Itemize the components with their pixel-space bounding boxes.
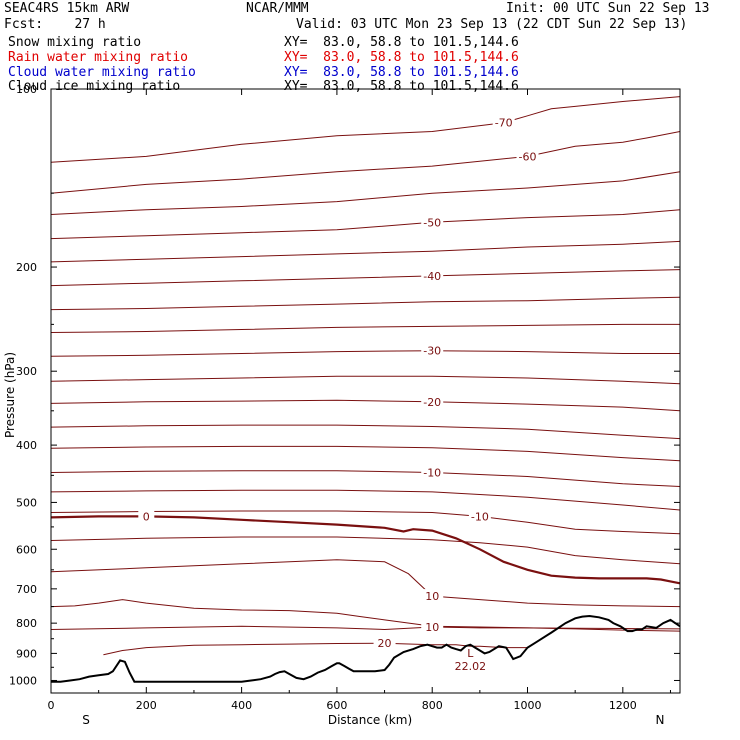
contour-line: [50, 489, 681, 511]
x-tick-label: 1000: [514, 699, 542, 712]
contour-line: [50, 424, 681, 440]
contour-label-bg: [421, 268, 444, 281]
contour-label: 10: [425, 590, 439, 603]
contour-label-bg: [421, 394, 444, 407]
contour-label: -30: [423, 345, 441, 358]
contour-label: -70: [495, 117, 513, 130]
contour-label-bg: [421, 215, 444, 228]
y-tick-label: 100: [16, 83, 37, 96]
valid-time: Valid: 03 UTC Mon 23 Sep 13 (22 CDT Sun …: [296, 17, 688, 32]
contour-label: -60: [519, 150, 537, 163]
freezing-level-line: [50, 515, 681, 585]
contour-line: [50, 470, 681, 487]
contour-line: [50, 240, 681, 263]
y-tick-label: 600: [16, 543, 37, 556]
contour-line: [50, 559, 681, 608]
contour-line: [50, 510, 681, 535]
contour-line: [50, 350, 680, 357]
contour-line: [50, 131, 681, 194]
field-xy-cloud-water: XY= 83.0, 58.8 to 101.5,144.6: [284, 65, 519, 80]
freezing-label-bg: [138, 509, 155, 522]
center-name: NCAR/MMM: [246, 1, 309, 16]
contour-label: -10: [423, 466, 441, 479]
contour-label: -10: [471, 510, 489, 523]
contour-line: [50, 209, 681, 240]
contour-label-bg: [492, 115, 515, 128]
contour-line: [103, 642, 528, 656]
x-tick-label: 0: [48, 699, 55, 712]
contour-line: [50, 399, 681, 412]
low-value: 22.02: [455, 660, 487, 673]
field-xy-snow: XY= 83.0, 58.8 to 101.5,144.6: [284, 35, 519, 50]
y-tick-label: 500: [16, 496, 37, 509]
init-time: Init: 00 UTC Sun 22 Sep 13: [506, 1, 710, 16]
contour-line: [50, 445, 681, 462]
terrain-group: [51, 614, 681, 683]
contour-label-bg: [516, 149, 539, 162]
y-tick-label: 400: [16, 439, 37, 452]
contour-label-bg: [421, 343, 444, 356]
x-end-label-south: S: [82, 713, 90, 727]
x-tick-label: 800: [422, 699, 443, 712]
contour-label-bg: [421, 589, 444, 602]
field-xy-rain: XY= 83.0, 58.8 to 101.5,144.6: [284, 50, 519, 65]
forecast-hour: Fcst: 27 h: [4, 17, 106, 32]
contour-label: -50: [423, 216, 441, 229]
contour-label-bg: [421, 465, 444, 478]
y-tick-label: 300: [16, 365, 37, 378]
contour-label: -20: [423, 396, 441, 409]
x-tick-label: 600: [326, 699, 347, 712]
model-title: SEAC4RS 15km ARW: [4, 1, 130, 16]
y-tick-label: 700: [16, 583, 37, 596]
y-tick-label: 200: [16, 261, 37, 274]
freezing-label: 0: [143, 510, 150, 523]
field-xy-cloud-ice: XY= 83.0, 58.8 to 101.5,144.6: [284, 79, 519, 94]
contour-line: [50, 269, 681, 287]
plot-frame: [50, 88, 681, 694]
field-name-rain: Rain water mixing ratio: [8, 50, 189, 65]
contour-label-bg: [373, 636, 396, 649]
y-tick-label: 800: [16, 617, 37, 630]
x-end-label-north: N: [656, 713, 665, 727]
contour-line: [50, 599, 681, 630]
contour-line: [50, 323, 680, 333]
contour-line: [50, 625, 681, 632]
x-tick-label: 400: [231, 699, 252, 712]
contour-label: -40: [423, 270, 441, 283]
x-tick-label: 200: [136, 699, 157, 712]
contour-line: [50, 375, 681, 385]
contour-label-bg: [468, 509, 491, 522]
contour-label-bg: [421, 619, 444, 632]
field-name-cloud-water: Cloud water mixing ratio: [8, 65, 196, 80]
y-axis-label: Pressure (hPa): [3, 352, 17, 438]
x-tick-label: 1200: [609, 699, 637, 712]
low-marker: L: [467, 647, 474, 660]
contour-line: [50, 96, 681, 163]
contour-line: [50, 296, 681, 311]
contour-label: 10: [425, 621, 439, 634]
y-tick-label: 1000: [9, 674, 37, 687]
x-axis-label: Distance (km): [328, 713, 412, 727]
contour-group: -70 -60 -50 -40 -30 -20 -10 -10 10 10 20 0: [50, 96, 681, 656]
contour-line: [50, 536, 681, 565]
y-tick-label: 900: [16, 647, 37, 660]
terrain-line: [51, 614, 681, 683]
contour-label: 20: [378, 637, 392, 650]
field-name-snow: Snow mixing ratio: [8, 35, 142, 50]
contour-line: [50, 171, 681, 215]
field-name-cloud-ice: Cloud ice mixing ratio: [8, 79, 181, 94]
